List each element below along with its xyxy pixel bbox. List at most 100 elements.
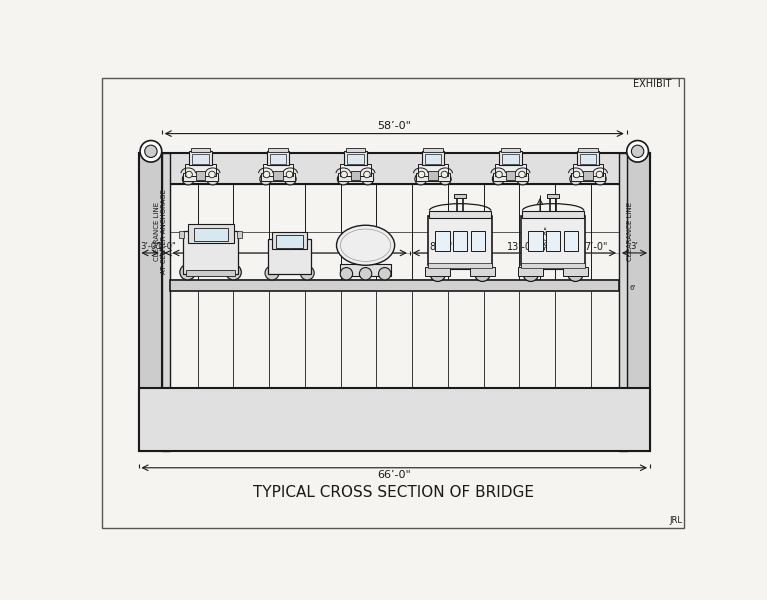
Circle shape xyxy=(441,171,448,178)
Circle shape xyxy=(430,266,446,281)
Circle shape xyxy=(140,140,162,162)
Circle shape xyxy=(492,173,504,185)
Bar xyxy=(196,171,205,181)
Bar xyxy=(276,235,303,248)
Ellipse shape xyxy=(337,225,395,265)
Bar xyxy=(344,151,367,166)
Bar xyxy=(573,164,604,176)
Bar xyxy=(521,263,585,269)
Bar xyxy=(435,232,449,251)
Text: 13’-0": 13’-0" xyxy=(508,242,537,252)
Bar xyxy=(495,164,526,176)
Circle shape xyxy=(518,171,525,178)
Text: 58’-0": 58’-0" xyxy=(377,121,411,131)
Bar xyxy=(571,173,605,181)
Bar xyxy=(268,239,311,274)
Bar xyxy=(499,151,522,166)
Bar xyxy=(162,153,170,451)
Bar xyxy=(418,164,448,176)
Text: 6': 6' xyxy=(630,284,636,290)
Bar xyxy=(521,216,585,265)
Circle shape xyxy=(364,171,370,178)
Text: 8’-0": 8’-0" xyxy=(429,242,453,252)
Circle shape xyxy=(260,173,272,185)
Bar xyxy=(502,154,519,164)
Circle shape xyxy=(594,173,606,185)
Bar xyxy=(425,154,441,164)
Circle shape xyxy=(207,173,219,185)
Bar xyxy=(269,154,286,164)
Bar xyxy=(268,148,288,152)
Circle shape xyxy=(286,171,293,178)
Bar xyxy=(428,263,492,269)
Circle shape xyxy=(301,266,314,280)
Bar xyxy=(522,211,584,218)
Bar xyxy=(191,148,210,152)
Bar xyxy=(546,232,561,251)
Bar xyxy=(428,216,492,265)
Bar xyxy=(584,171,593,181)
Text: CLEARANCE LINE
AT CENTER ANCHORAGE: CLEARANCE LINE AT CENTER ANCHORAGE xyxy=(153,189,166,274)
Bar xyxy=(338,173,373,181)
Bar xyxy=(506,171,515,181)
Text: 31’-0": 31’-0" xyxy=(275,242,304,252)
Circle shape xyxy=(523,266,538,281)
Circle shape xyxy=(341,171,347,178)
Circle shape xyxy=(225,265,242,280)
Text: 1’-0": 1’-0" xyxy=(156,242,176,251)
Bar xyxy=(619,153,627,451)
Text: CLEARANCE LINE: CLEARANCE LINE xyxy=(627,202,633,262)
Bar xyxy=(423,148,443,152)
Bar xyxy=(547,194,559,198)
Bar xyxy=(470,232,485,251)
Bar xyxy=(428,263,492,268)
Bar xyxy=(528,232,543,251)
Bar xyxy=(501,148,520,152)
Text: TYPICAL CROSS SECTION OF BRIDGE: TYPICAL CROSS SECTION OF BRIDGE xyxy=(252,485,534,500)
Bar xyxy=(564,232,578,251)
Bar xyxy=(189,151,212,166)
Bar xyxy=(170,280,619,292)
Bar xyxy=(341,264,390,276)
Circle shape xyxy=(186,171,193,178)
Text: 3’: 3’ xyxy=(630,242,638,251)
Bar xyxy=(346,148,365,152)
Circle shape xyxy=(418,171,425,178)
Bar xyxy=(347,154,364,164)
Circle shape xyxy=(209,171,216,178)
Bar xyxy=(263,164,293,176)
Bar xyxy=(351,171,360,181)
Bar xyxy=(179,232,184,238)
Bar xyxy=(261,173,295,181)
Circle shape xyxy=(360,268,372,280)
Bar xyxy=(493,173,528,181)
Circle shape xyxy=(263,171,270,178)
Bar xyxy=(139,153,650,184)
Bar xyxy=(183,173,218,181)
Bar xyxy=(429,171,438,181)
Bar xyxy=(188,224,233,243)
Circle shape xyxy=(495,171,502,178)
Circle shape xyxy=(379,268,391,280)
Bar xyxy=(416,173,450,181)
Bar xyxy=(183,232,238,274)
Circle shape xyxy=(415,173,426,185)
Text: 3’-0": 3’-0" xyxy=(140,242,160,251)
Circle shape xyxy=(570,173,581,185)
Circle shape xyxy=(285,173,296,185)
Circle shape xyxy=(627,140,648,162)
Bar xyxy=(578,148,597,152)
Circle shape xyxy=(179,265,196,280)
Bar xyxy=(139,153,650,451)
Bar xyxy=(186,270,235,276)
Circle shape xyxy=(439,173,451,185)
Bar xyxy=(470,267,495,276)
Bar xyxy=(521,263,585,268)
Circle shape xyxy=(517,173,528,185)
Bar xyxy=(273,171,282,181)
Bar xyxy=(272,232,308,249)
Text: EXHIBIT  I: EXHIBIT I xyxy=(633,79,680,89)
Circle shape xyxy=(573,171,580,178)
Bar xyxy=(577,151,600,166)
Text: JRL: JRL xyxy=(669,515,682,524)
